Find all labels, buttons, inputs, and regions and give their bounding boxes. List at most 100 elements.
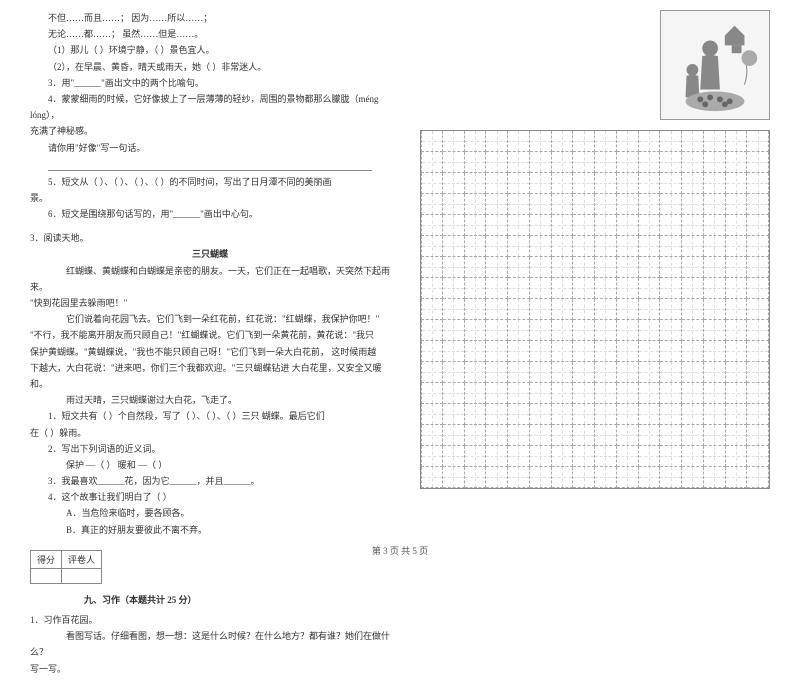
grid-cell	[573, 446, 595, 467]
grid-cell	[639, 257, 661, 278]
grid-cell	[660, 278, 682, 299]
grid-cell	[465, 257, 487, 278]
grid-cell	[552, 320, 574, 341]
grid-cell	[617, 152, 639, 173]
grid-cell	[573, 320, 595, 341]
grid-cell	[443, 131, 465, 152]
grid-cell	[508, 320, 530, 341]
grid-cell	[704, 383, 726, 404]
grid-cell	[747, 341, 769, 362]
grid-cell	[530, 467, 552, 488]
grid-cell	[421, 131, 443, 152]
grid-cell	[595, 404, 617, 425]
grid-cell	[573, 467, 595, 488]
grid-cell	[443, 362, 465, 383]
grid-cell	[443, 404, 465, 425]
grid-cell	[443, 299, 465, 320]
grid-cell	[508, 236, 530, 257]
grid-cell	[486, 404, 508, 425]
grid-row	[421, 425, 769, 446]
grid-cell	[421, 215, 443, 236]
grid-cell	[617, 299, 639, 320]
adult-head	[702, 40, 718, 56]
grid-cell	[595, 257, 617, 278]
grid-cell	[486, 215, 508, 236]
grid-cell	[573, 425, 595, 446]
grid-cell	[660, 152, 682, 173]
question-4a: 4．蒙蒙细雨的时候，它好像披上了一层薄薄的轻纱，周围的景物都那么朦胧（méng …	[30, 91, 390, 123]
grid-cell	[617, 173, 639, 194]
grid-cell	[726, 299, 748, 320]
grid-cell	[486, 362, 508, 383]
grid-cell	[682, 299, 704, 320]
writing-2a: 看图写话。仔细看图，想一想：这是什么时候？在什么地方？都有谁？她们在做什么？	[30, 628, 390, 660]
grid-cell	[639, 278, 661, 299]
grid-row	[421, 362, 769, 383]
grid-cell	[595, 173, 617, 194]
grid-cell	[443, 467, 465, 488]
grid-cell	[704, 446, 726, 467]
grid-row	[421, 320, 769, 341]
grid-cell	[747, 320, 769, 341]
grid-cell	[573, 383, 595, 404]
grid-cell	[508, 383, 530, 404]
grid-cell	[704, 236, 726, 257]
flower-bed	[686, 92, 745, 112]
grid-cell	[726, 194, 748, 215]
grid-cell	[552, 152, 574, 173]
garden-illustration	[661, 11, 769, 119]
grid-cell	[617, 131, 639, 152]
story-p3b: "不行，我不能离开朋友而只顾自己！"红蝴蝶说。它们飞到一朵黄花前，黄花说："我只	[30, 327, 390, 343]
grid-cell	[552, 383, 574, 404]
grid-cell	[704, 131, 726, 152]
grid-cell	[595, 341, 617, 362]
grid-cell	[639, 446, 661, 467]
grid-cell	[573, 152, 595, 173]
grid-row	[421, 215, 769, 236]
grid-cell	[443, 383, 465, 404]
grid-row	[421, 446, 769, 467]
grid-cell	[465, 383, 487, 404]
grid-cell	[421, 425, 443, 446]
grid-cell	[660, 446, 682, 467]
grid-row	[421, 341, 769, 362]
grid-cell	[617, 467, 639, 488]
grid-cell	[443, 152, 465, 173]
grid-cell	[552, 446, 574, 467]
grid-cell	[552, 215, 574, 236]
grid-cell	[465, 362, 487, 383]
conjunction-line-2: 无论……都……； 虽然……但是……。	[30, 26, 390, 42]
grid-cell	[573, 215, 595, 236]
grid-cell	[660, 383, 682, 404]
grid-cell	[747, 278, 769, 299]
grid-cell	[573, 173, 595, 194]
story-q3: 3．我最喜欢______花，因为它______，并且______。	[30, 473, 390, 489]
question-2: （2），在早晨、黄昏，晴天或雨天，她（ ）非常迷人。	[30, 59, 390, 75]
grader-cell	[62, 568, 102, 583]
grid-cell	[682, 194, 704, 215]
grid-cell	[595, 215, 617, 236]
grid-cell	[704, 404, 726, 425]
grid-cell	[639, 362, 661, 383]
grid-cell	[660, 425, 682, 446]
grid-cell	[726, 278, 748, 299]
story-title: 三只蝴蝶	[30, 246, 390, 262]
grid-cell	[617, 446, 639, 467]
grid-cell	[465, 467, 487, 488]
grid-cell	[465, 341, 487, 362]
grid-cell	[682, 257, 704, 278]
grid-cell	[682, 341, 704, 362]
grid-cell	[486, 194, 508, 215]
grid-cell	[508, 425, 530, 446]
page-container: 不但……而且……； 因为……所以……； 无论……都……； 虽然……但是……。 （…	[0, 0, 800, 687]
grid-cell	[617, 320, 639, 341]
grid-cell	[747, 194, 769, 215]
grid-cell	[552, 131, 574, 152]
grid-cell	[552, 425, 574, 446]
grid-cell	[639, 194, 661, 215]
writing-grid: (function(){ var html=''; for(var r=0;r<…	[420, 130, 770, 489]
story-q1a: 1．短文共有（ ）个自然段，写了（ ）、（ ）、（ ）三只 蝴蝶。最后它们	[30, 408, 390, 424]
grid-cell	[530, 425, 552, 446]
page-footer: 第 3 页 共 5 页	[0, 544, 800, 557]
grid-cell	[726, 404, 748, 425]
